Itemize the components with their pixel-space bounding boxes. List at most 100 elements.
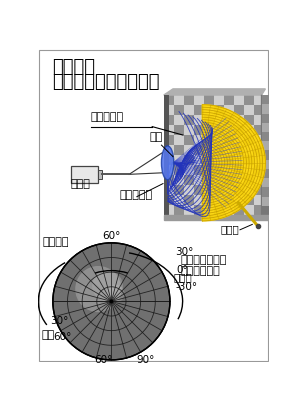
Polygon shape xyxy=(164,215,269,220)
Bar xyxy=(204,165,214,175)
Bar xyxy=(244,105,254,115)
Bar xyxy=(204,105,214,115)
Bar xyxy=(184,195,194,205)
Bar xyxy=(244,165,254,175)
Polygon shape xyxy=(61,252,161,351)
Bar xyxy=(244,125,254,135)
Polygon shape xyxy=(75,265,148,338)
Polygon shape xyxy=(202,105,266,221)
Text: カメラ: カメラ xyxy=(70,179,91,189)
Bar xyxy=(204,95,214,105)
Bar xyxy=(184,135,194,145)
Bar xyxy=(184,185,194,195)
Text: 30°: 30° xyxy=(51,316,69,326)
Bar xyxy=(262,188,269,197)
Ellipse shape xyxy=(161,146,174,180)
Bar xyxy=(254,95,264,105)
Bar xyxy=(244,95,254,105)
Bar xyxy=(254,145,264,155)
Bar xyxy=(174,105,184,115)
Bar xyxy=(214,115,224,125)
Bar xyxy=(164,175,174,185)
Bar xyxy=(204,155,214,165)
Bar xyxy=(214,165,224,175)
Text: 極角: 極角 xyxy=(41,330,55,339)
Bar xyxy=(244,145,254,155)
Text: 60°: 60° xyxy=(102,231,121,241)
Polygon shape xyxy=(104,294,119,309)
Bar xyxy=(214,145,224,155)
Text: 一度に強度分が: 一度に強度分が xyxy=(181,255,227,265)
Text: 電子エネルギー分析器: 電子エネルギー分析器 xyxy=(52,74,160,92)
Bar xyxy=(262,95,269,104)
Bar xyxy=(262,141,269,151)
Bar xyxy=(174,195,184,205)
Text: -30°: -30° xyxy=(175,282,197,292)
Bar xyxy=(234,165,244,175)
Bar xyxy=(184,205,194,215)
Polygon shape xyxy=(67,256,156,346)
Polygon shape xyxy=(100,291,122,312)
Bar xyxy=(174,145,184,155)
Polygon shape xyxy=(109,299,114,304)
Polygon shape xyxy=(111,301,112,302)
Bar xyxy=(194,105,204,115)
Bar xyxy=(224,105,234,115)
Polygon shape xyxy=(92,282,131,321)
Bar xyxy=(194,135,204,145)
Bar xyxy=(214,105,224,115)
Polygon shape xyxy=(60,249,163,353)
Text: 90°: 90° xyxy=(137,355,155,365)
Text: スクリーン: スクリーン xyxy=(119,190,152,200)
Bar xyxy=(214,205,224,215)
Bar xyxy=(174,165,184,175)
Bar xyxy=(194,195,204,205)
Polygon shape xyxy=(72,262,151,341)
Polygon shape xyxy=(77,267,146,336)
Polygon shape xyxy=(102,292,121,311)
Bar xyxy=(224,155,234,165)
Bar xyxy=(254,105,264,115)
Text: 30°: 30° xyxy=(175,247,194,257)
Bar xyxy=(262,104,269,114)
Bar xyxy=(184,95,194,105)
Bar xyxy=(244,155,254,165)
Bar xyxy=(244,135,254,145)
Bar xyxy=(224,185,234,195)
Bar xyxy=(214,195,224,205)
Bar xyxy=(184,115,194,125)
Text: 0°: 0° xyxy=(176,265,188,275)
Bar xyxy=(254,135,264,145)
Bar xyxy=(262,169,269,178)
Bar xyxy=(244,195,254,205)
Bar xyxy=(254,115,264,125)
Polygon shape xyxy=(99,289,124,314)
Bar xyxy=(174,135,184,145)
Bar xyxy=(224,195,234,205)
Bar xyxy=(224,95,234,105)
Bar xyxy=(184,105,194,115)
Bar xyxy=(262,123,269,132)
Bar xyxy=(234,205,244,215)
Bar xyxy=(254,165,264,175)
Bar xyxy=(254,185,264,195)
Bar xyxy=(194,175,204,185)
Polygon shape xyxy=(58,248,165,355)
Bar xyxy=(234,125,244,135)
Polygon shape xyxy=(63,253,160,350)
Circle shape xyxy=(110,300,113,303)
Bar xyxy=(244,205,254,215)
Polygon shape xyxy=(55,245,168,358)
Polygon shape xyxy=(83,274,139,329)
Polygon shape xyxy=(262,95,269,215)
Bar xyxy=(262,197,269,206)
Bar xyxy=(174,155,184,165)
Bar xyxy=(244,185,254,195)
Bar xyxy=(174,115,184,125)
Bar xyxy=(204,135,214,145)
Bar xyxy=(234,95,244,105)
Bar xyxy=(164,185,174,195)
Polygon shape xyxy=(107,297,116,306)
Bar xyxy=(204,195,214,205)
Bar xyxy=(164,115,174,125)
